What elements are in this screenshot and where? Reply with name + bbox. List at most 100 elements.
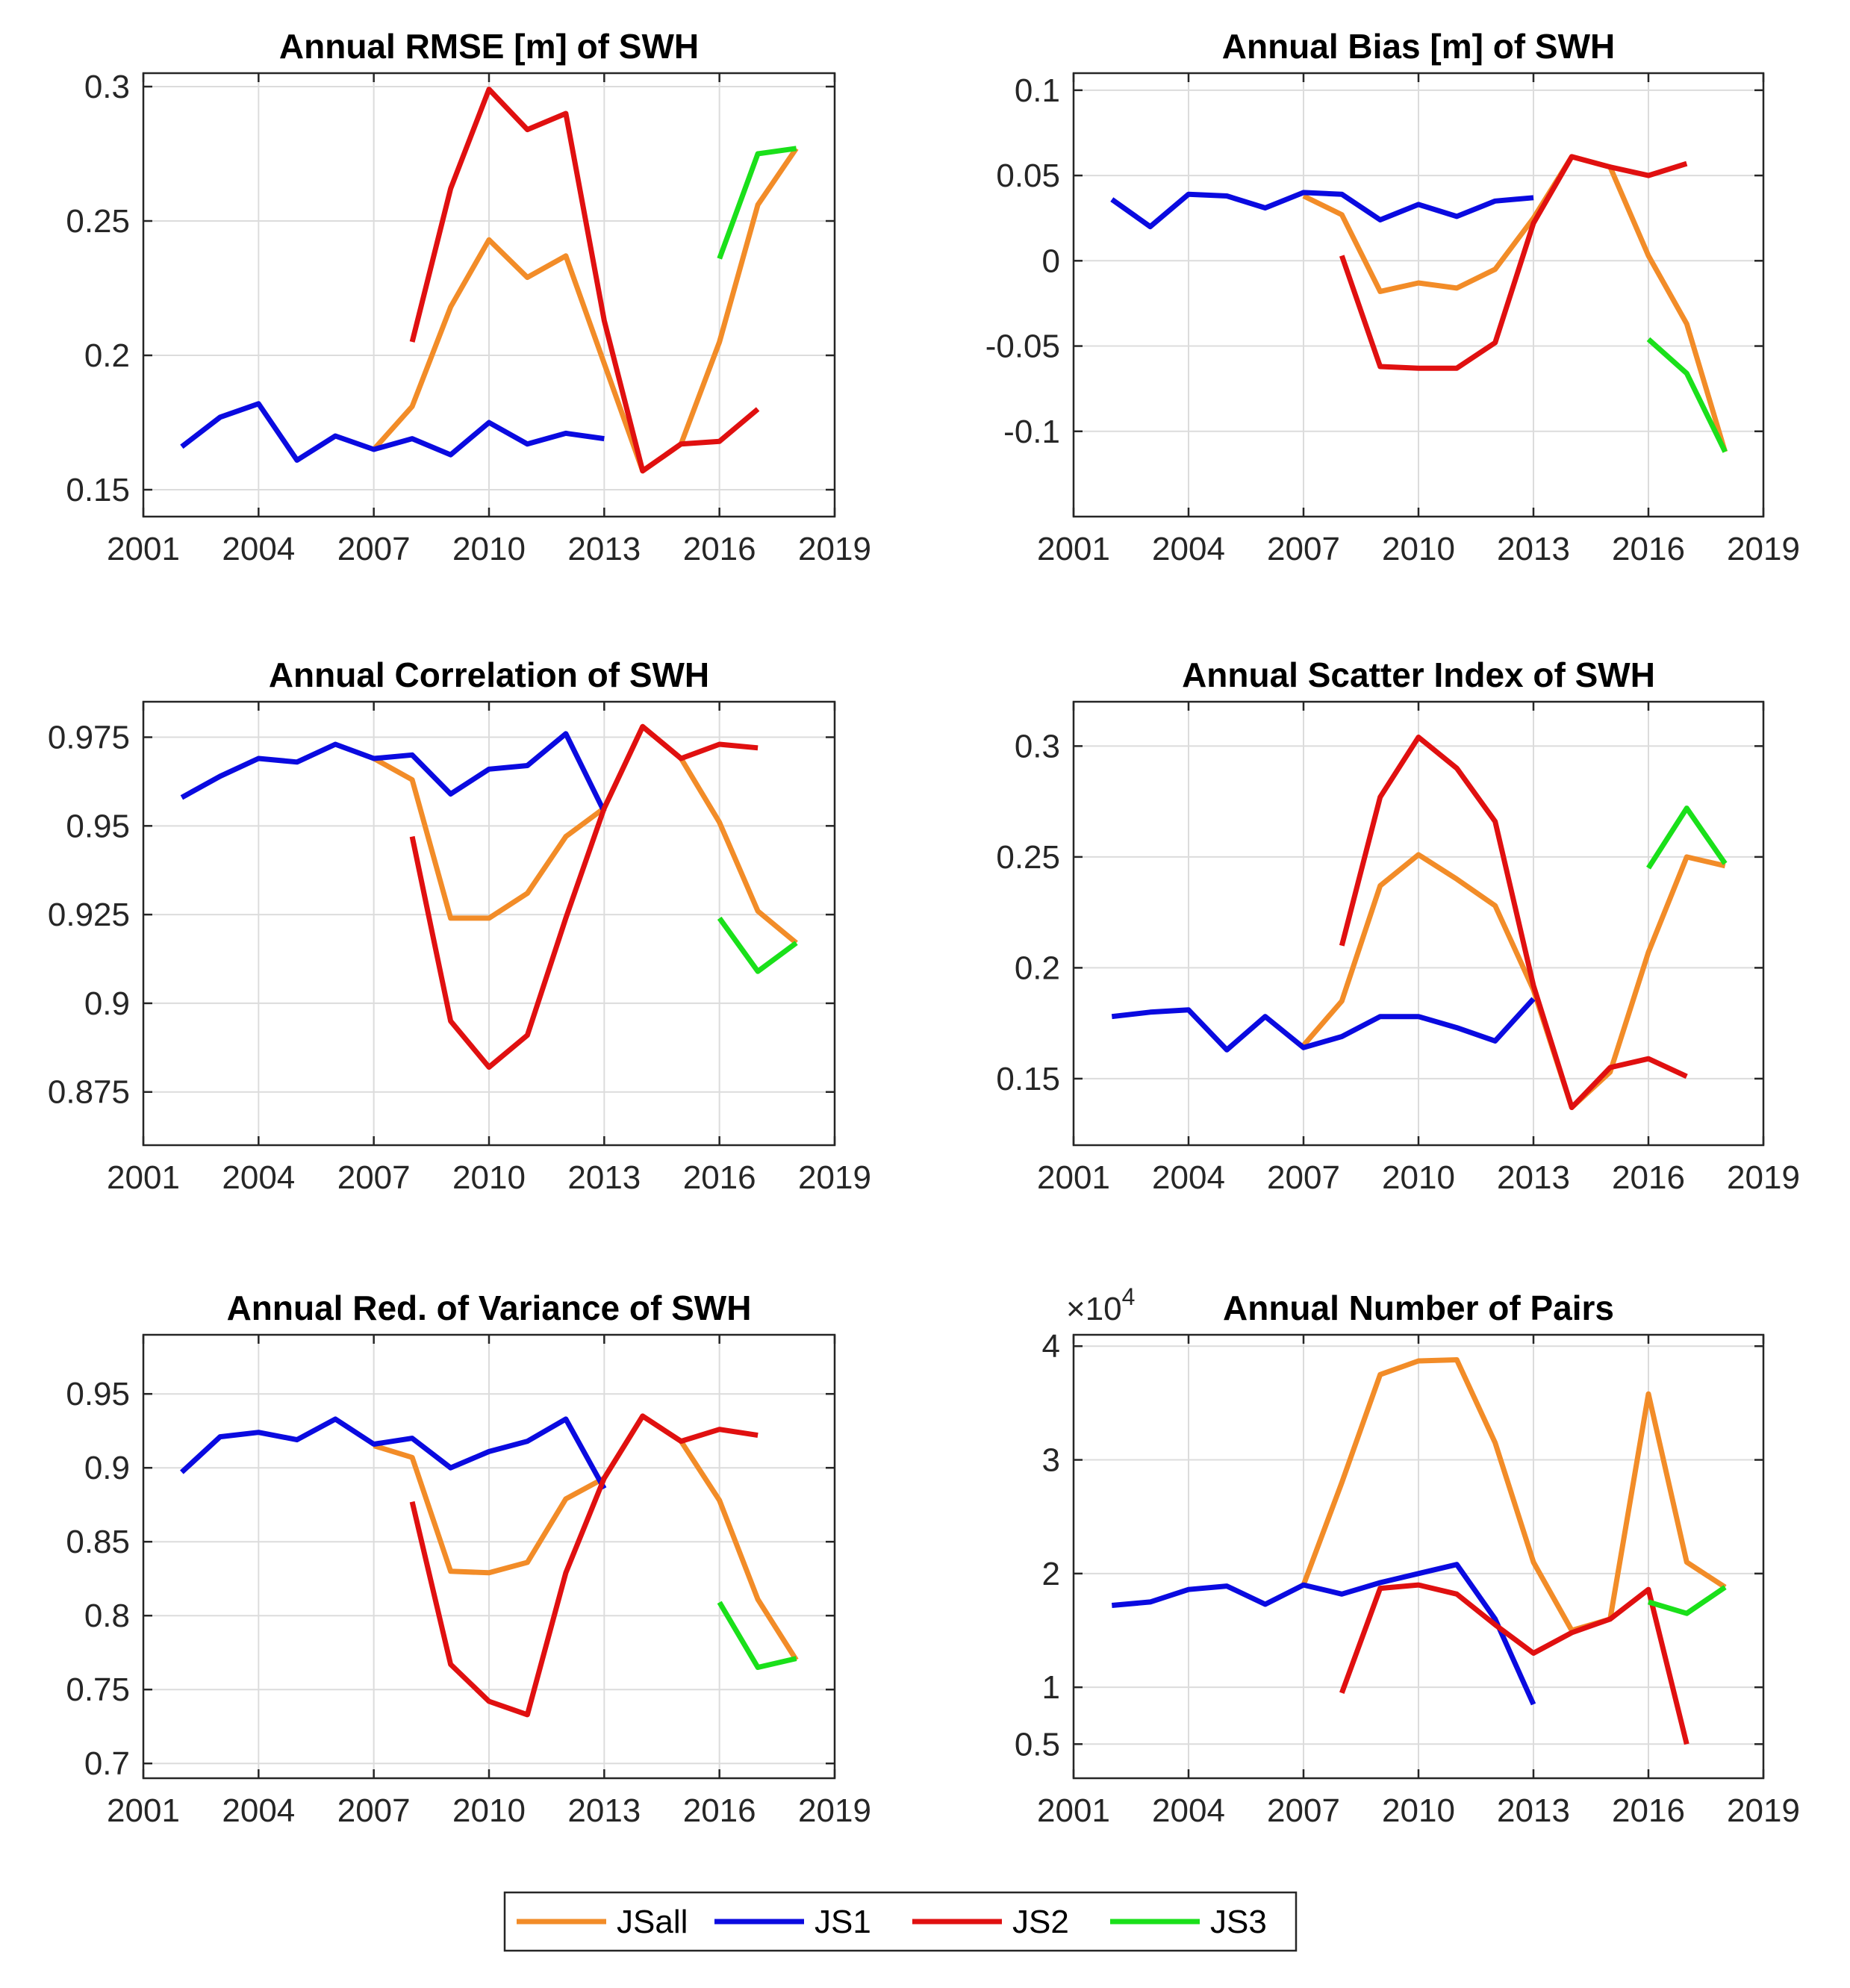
y-tick-label: 0.15 (996, 1061, 1060, 1097)
x-tick-label: 2010 (1382, 531, 1455, 567)
panel-title: Annual RMSE [m] of SWH (279, 27, 699, 66)
y-tick-label: 0 (1042, 243, 1060, 279)
x-tick-label: 2010 (452, 531, 526, 567)
panel-title: Annual Scatter Index of SWH (1182, 655, 1655, 694)
x-tick-label: 2004 (1152, 1159, 1225, 1196)
y-tick-label: 0.2 (84, 337, 130, 374)
x-tick-label: 2016 (683, 531, 756, 567)
x-tick-label: 2010 (452, 1159, 526, 1196)
y-tick-label: -0.05 (985, 328, 1060, 365)
x-tick-label: 2019 (798, 1159, 871, 1196)
x-tick-label: 2001 (107, 1159, 180, 1196)
x-tick-label: 2001 (1037, 1159, 1110, 1196)
series-line-jsall (372, 146, 799, 474)
series-line-js2 (1339, 735, 1688, 1110)
y-tick-label: 0.8 (84, 1598, 130, 1634)
y-tick-label: 4 (1042, 1328, 1060, 1365)
y-axis-multiplier-exponent: 4 (1122, 1283, 1136, 1310)
y-tick-label: 0.85 (66, 1524, 130, 1560)
series-line-js3 (1646, 337, 1728, 453)
series-line-js1 (180, 1416, 607, 1490)
y-tick-label: 2 (1042, 1556, 1060, 1592)
x-tick-label: 2007 (337, 531, 411, 567)
panel-title: Annual Correlation of SWH (269, 655, 709, 694)
x-tick-label: 2007 (1267, 1159, 1340, 1196)
series-line-js1 (180, 401, 605, 463)
y-tick-label: 0.7 (84, 1745, 130, 1782)
x-tick-label: 2019 (1727, 1159, 1800, 1196)
legend-label-js3: JS3 (1210, 1904, 1267, 1940)
panel-title: Annual Number of Pairs (1223, 1289, 1614, 1327)
y-tick-label: 0.9 (84, 1450, 130, 1486)
x-tick-label: 2004 (222, 531, 295, 567)
series-line-js3 (1647, 1585, 1727, 1616)
series-line-jsall (1301, 852, 1726, 1110)
x-tick-label: 2010 (452, 1792, 526, 1829)
series-line-jsall (373, 1413, 799, 1662)
x-tick-label: 2016 (683, 1792, 756, 1829)
series-line-js1 (180, 731, 607, 813)
x-tick-label: 2007 (337, 1792, 411, 1829)
series-line-js3 (717, 146, 797, 260)
legend-label-js2: JS2 (1012, 1904, 1069, 1940)
series-line-js2 (1339, 154, 1688, 371)
series-line-js3 (1646, 806, 1728, 870)
series-line-jsall (1301, 1357, 1727, 1633)
panel-annual-correlation-of-swh: 2001 2004 2007 2010 2013 2016 2019 0.875 0.9 0.92… (48, 655, 871, 1196)
x-tick-label: 2019 (798, 531, 871, 567)
y-axis-multiplier: ×104 (1066, 1283, 1135, 1327)
panel-annual-red-of-variance-of-swh: 2001 2004 2007 2010 2013 2016 2019 0.7 0.75 0.8 0.… (66, 1289, 871, 1829)
x-tick-label: 2001 (1037, 531, 1110, 567)
legend-label-jsall: JSall (617, 1904, 688, 1940)
x-tick-label: 2016 (1612, 1792, 1685, 1829)
x-tick-label: 2004 (1152, 1792, 1225, 1829)
series-line-js2 (409, 1413, 759, 1718)
y-tick-label: 0.25 (996, 839, 1060, 876)
x-tick-label: 2010 (1382, 1159, 1455, 1196)
legend: JSall JS1 JS2 JS3 (503, 1891, 1298, 1952)
x-tick-label: 2001 (107, 1792, 180, 1829)
series-line-js3 (717, 1601, 797, 1670)
series-line-js3 (717, 916, 798, 974)
x-tick-label: 2004 (222, 1159, 295, 1196)
x-tick-label: 2019 (1727, 1792, 1800, 1829)
x-tick-label: 2007 (1267, 1792, 1340, 1829)
x-tick-label: 2004 (222, 1792, 295, 1829)
series-line-jsall (1302, 154, 1728, 453)
series-line-js1 (1111, 997, 1536, 1053)
x-tick-label: 2007 (337, 1159, 411, 1196)
y-tick-label: 0.975 (48, 720, 130, 756)
y-tick-label: 3 (1042, 1442, 1060, 1479)
x-tick-label: 2013 (567, 1792, 641, 1829)
legend-label-js1: JS1 (815, 1904, 871, 1940)
x-tick-label: 2013 (567, 1159, 641, 1196)
x-tick-label: 2007 (1267, 531, 1340, 567)
y-tick-label: 0.2 (1015, 950, 1060, 986)
series-line-js1 (1110, 190, 1534, 230)
y-tick-label: 0.75 (66, 1671, 130, 1708)
x-tick-label: 2010 (1382, 1792, 1455, 1829)
y-tick-label: 0.9 (84, 985, 130, 1022)
x-tick-label: 2013 (1497, 1792, 1570, 1829)
x-tick-label: 2001 (107, 531, 180, 567)
panel-annual-bias-m-of-swh: 2001 2004 2007 2010 2013 2016 2019 -0.1 -0.05 0 0.… (985, 27, 1800, 567)
series-line-js2 (409, 723, 759, 1070)
y-tick-label: 0.95 (66, 1376, 130, 1412)
y-tick-label: 1 (1042, 1669, 1060, 1706)
y-tick-label: 0.1 (1015, 72, 1060, 109)
series-line-js2 (409, 87, 760, 474)
series-line-js2 (1339, 1582, 1689, 1745)
y-tick-label: 0.15 (66, 472, 130, 508)
x-tick-label: 2001 (1037, 1792, 1110, 1829)
y-tick-label: 0.3 (84, 69, 130, 105)
y-tick-label: 0.3 (1015, 728, 1060, 764)
series-line-jsall (373, 723, 798, 945)
y-tick-label: 0.95 (66, 808, 130, 844)
x-tick-label: 2016 (1612, 1159, 1685, 1196)
y-tick-label: 0.25 (66, 203, 130, 240)
x-tick-label: 2013 (567, 531, 641, 567)
panel-annual-rmse-m-of-swh: 2001 2004 2007 2010 2013 2016 2019 0.15 0.2 0.25 0… (66, 27, 871, 567)
x-tick-label: 2016 (683, 1159, 756, 1196)
panel-annual-scatter-index-of-swh: 2001 2004 2007 2010 2013 2016 2019 0.15 0.2 0.25 0… (996, 655, 1800, 1196)
